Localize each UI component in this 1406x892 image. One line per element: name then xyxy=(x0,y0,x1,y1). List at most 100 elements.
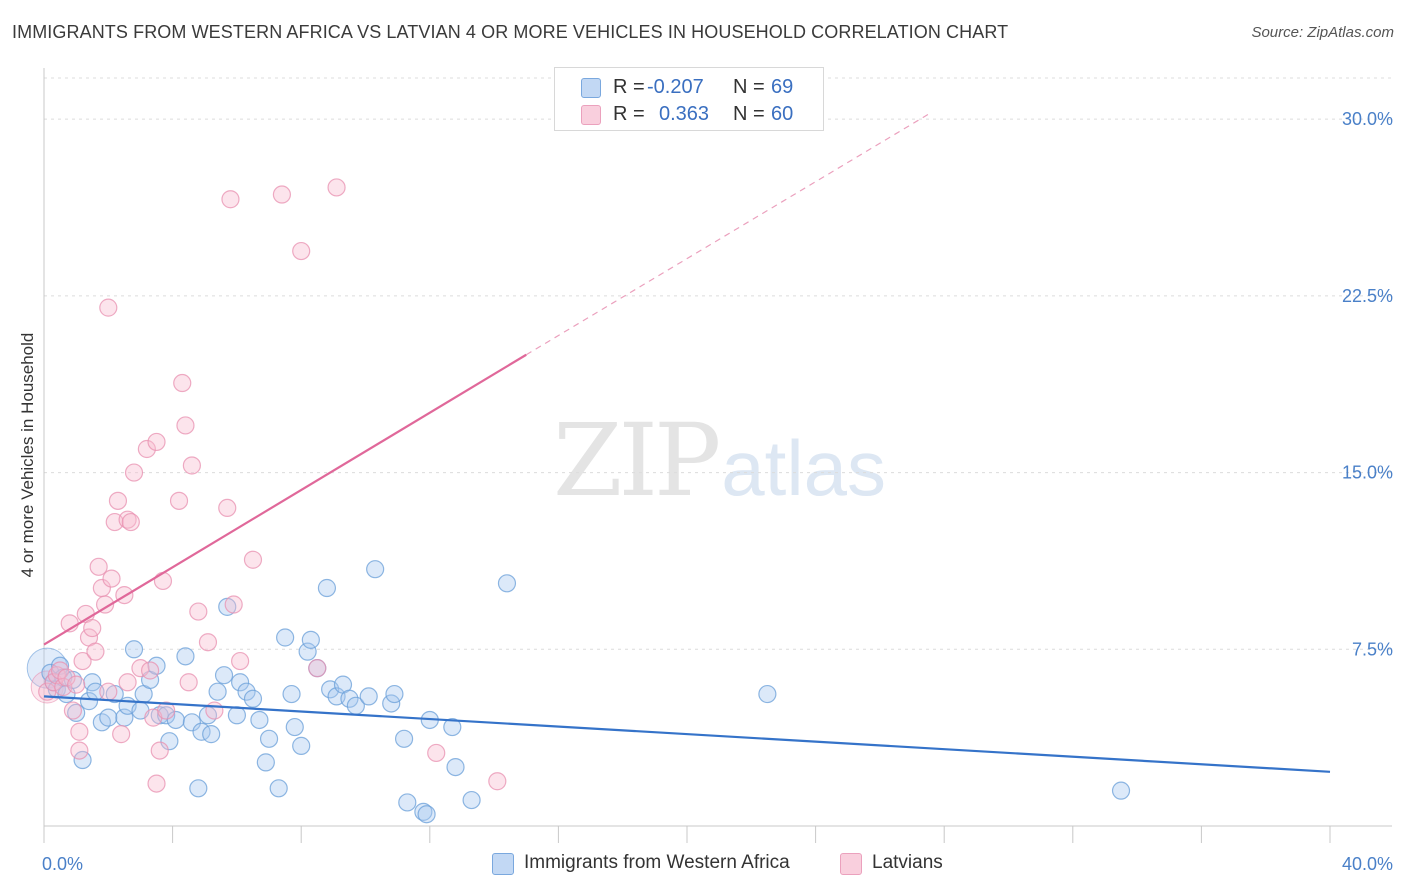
point-western-africa xyxy=(276,628,295,647)
point-western-africa xyxy=(208,682,227,701)
point-latvians xyxy=(89,557,108,576)
point-latvians xyxy=(243,550,263,569)
point-latvians xyxy=(189,602,208,621)
point-latvians xyxy=(99,298,118,317)
tick-labels: 7.5% 15.0% 22.5% 30.0% 0.0% 40.0% xyxy=(42,109,1393,874)
point-western-africa xyxy=(414,802,433,821)
point-latvians xyxy=(70,741,89,760)
point-western-africa xyxy=(202,725,221,744)
point-latvians xyxy=(137,439,156,459)
point-latvians xyxy=(99,682,118,701)
data-points xyxy=(26,178,1131,824)
point-western-africa xyxy=(250,710,269,730)
point-latvians xyxy=(124,463,144,482)
point-western-africa xyxy=(176,647,195,666)
point-latvians xyxy=(176,416,195,435)
point-western-africa xyxy=(758,684,777,704)
legend-r-value: 0.363 xyxy=(659,103,710,125)
y-tick-label: 15.0% xyxy=(1342,463,1393,483)
point-western-africa xyxy=(256,753,275,772)
legend-swatch-pink xyxy=(581,105,601,125)
point-western-africa xyxy=(243,689,263,708)
point-western-africa xyxy=(160,732,179,751)
y-tick-label: 22.5% xyxy=(1342,286,1393,306)
legend-n-label: N = xyxy=(733,76,765,98)
point-latvians xyxy=(218,498,237,518)
point-latvians xyxy=(292,241,311,261)
point-western-africa xyxy=(398,793,417,812)
point-western-africa xyxy=(385,684,404,704)
point-latvians xyxy=(67,675,86,694)
series-label: Latvians xyxy=(872,852,943,873)
point-latvians xyxy=(272,185,292,204)
point-western-africa xyxy=(227,706,246,725)
point-latvians xyxy=(153,571,173,591)
y-tick-label: 7.5% xyxy=(1352,639,1393,659)
point-latvians xyxy=(224,595,243,614)
point-latvians xyxy=(118,673,137,692)
chart-title: IMMIGRANTS FROM WESTERN AFRICA VS LATVIA… xyxy=(12,22,1009,42)
point-western-africa xyxy=(189,779,208,798)
trend-line-latvians-extended xyxy=(525,113,929,356)
point-latvians xyxy=(147,774,166,793)
point-latvians xyxy=(173,373,192,393)
point-latvians xyxy=(63,701,83,720)
point-western-africa xyxy=(124,640,144,659)
legend-swatch-blue xyxy=(581,78,601,98)
y-tick-label: 30.0% xyxy=(1342,109,1393,129)
point-western-africa xyxy=(317,578,337,598)
trend-line-latvians xyxy=(43,353,527,646)
point-latvians xyxy=(488,772,507,791)
point-western-africa xyxy=(394,729,414,748)
source-credit: Source: ZipAtlas.com xyxy=(1251,24,1394,41)
point-western-africa xyxy=(231,673,250,692)
point-latvians xyxy=(157,701,176,720)
point-western-africa xyxy=(285,717,304,737)
point-western-africa xyxy=(446,757,465,777)
legend-r-label: R = xyxy=(613,76,645,98)
watermark-atlas: atlas xyxy=(721,424,887,512)
point-western-africa xyxy=(443,717,462,737)
point-western-africa xyxy=(497,574,517,593)
point-latvians xyxy=(140,661,160,680)
legend-r-label: R = xyxy=(613,103,645,125)
point-western-africa xyxy=(237,682,256,701)
x-tick-label: 0.0% xyxy=(42,854,83,874)
series-swatch-pink xyxy=(840,853,862,875)
point-western-africa xyxy=(1111,781,1131,800)
trend-line-western-africa xyxy=(43,695,1331,773)
x-tick-label: 40.0% xyxy=(1342,854,1393,874)
watermark-zip: ZIP xyxy=(553,402,721,519)
point-western-africa xyxy=(79,692,99,711)
series-legend: Immigrants from Western Africa Latvians xyxy=(0,851,1406,879)
point-latvians xyxy=(327,178,346,197)
point-latvians xyxy=(73,651,92,671)
point-western-africa xyxy=(340,689,359,708)
point-latvians xyxy=(147,432,166,452)
point-latvians xyxy=(150,741,169,760)
point-western-africa xyxy=(214,666,234,685)
correlation-legend: R = -0.207 N = 69 R = 0.363 N = 60 xyxy=(554,67,824,131)
point-western-africa xyxy=(269,779,288,798)
point-latvians xyxy=(102,569,121,588)
trend-lines xyxy=(43,113,1331,773)
series-swatch-blue xyxy=(492,853,514,875)
point-latvians xyxy=(308,659,327,678)
point-latvians xyxy=(83,618,102,638)
point-latvians xyxy=(169,491,189,510)
point-western-africa xyxy=(292,736,311,755)
point-latvians xyxy=(118,510,137,529)
legend-n-value: 60 xyxy=(771,103,794,125)
point-latvians xyxy=(179,673,198,692)
point-latvians xyxy=(95,595,115,614)
legend-n-value: 69 xyxy=(771,76,794,98)
point-western-africa xyxy=(182,713,201,732)
point-latvians xyxy=(70,722,89,741)
legend-n-label: N = xyxy=(733,103,765,125)
legend-r-value: -0.207 xyxy=(647,76,704,98)
point-latvians xyxy=(221,190,240,209)
point-latvians xyxy=(112,725,131,744)
point-western-africa xyxy=(298,642,317,661)
legend-row-western-africa: R = -0.207 N = 69 xyxy=(555,74,823,102)
